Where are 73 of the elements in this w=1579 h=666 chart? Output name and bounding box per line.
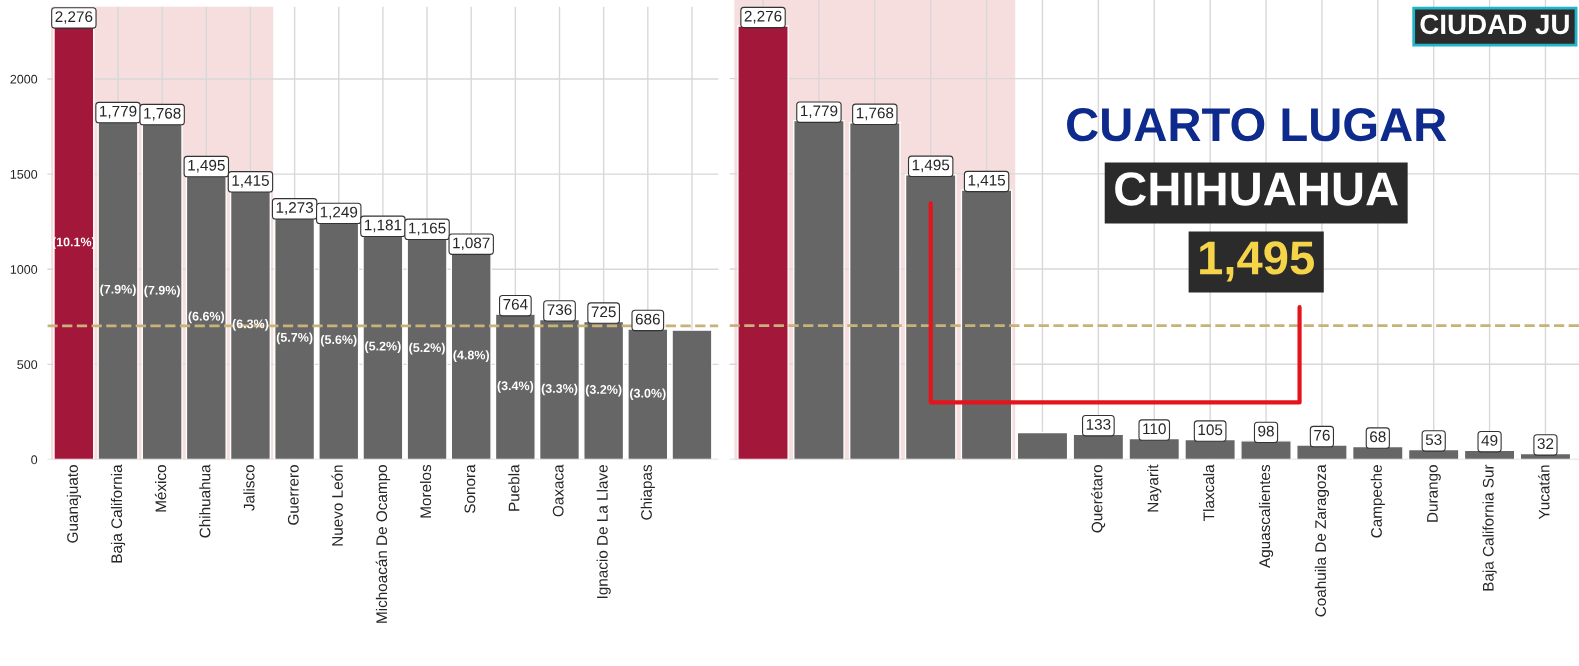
data-label: 736 [547,304,572,316]
data-label: 1,087 [453,237,490,251]
annotation: (6.6%) [188,311,225,324]
data-label: 1,415 [968,174,1006,188]
data-label: 1,273 [276,202,314,215]
x-tick-label: México [154,465,167,512]
data-label: 110 [1143,423,1166,435]
x-tick-label: Yucatán [1538,465,1550,520]
annotation: (3.0%) [630,388,666,401]
x-tick-label: Guerrero [287,465,299,525]
x-tick-label: Sonora [464,464,476,513]
y-tick-label: 0 [31,455,38,465]
x-tick-label: Guanajuato [66,465,81,543]
x-tick-label: Nuevo León [331,465,343,546]
data-label: 2,276 [55,11,93,24]
x-tick-label: Puebla [508,464,520,511]
annotation: CIUDAD JU [1420,14,1569,35]
data-label: 1,495 [188,159,225,173]
data-label: 98 [1258,425,1274,437]
data-label: 1,779 [100,105,137,119]
data-label: 1,779 [800,105,838,119]
x-tick-label: Coahuila De Zaragoza [1314,464,1330,617]
data-label: 1,768 [144,107,181,121]
x-tick-label: Aguascalientes [1258,464,1274,568]
x-tick-label: Chiapas [640,464,655,520]
y-tick-label: 1500 [10,169,38,179]
x-tick-label: Baja California Sur [1482,464,1497,591]
annotation: (5.6%) [320,334,357,347]
annotation: (7.9%) [144,285,180,298]
annotation: (6.3%) [232,319,269,331]
data-label: 725 [591,306,616,318]
x-tick-label: Baja California [110,464,126,563]
annotation: (3.4%) [497,381,534,393]
x-tick-label: Campeche [1370,465,1385,538]
data-label: 1,249 [320,206,358,220]
annotation: 1,495 [1200,241,1314,282]
annotation: (5.7%) [276,332,313,345]
data-label: 686 [635,313,660,325]
data-label: 32 [1537,438,1554,450]
y-tick-label: 1000 [10,265,38,274]
annotation: (4.8%) [453,350,489,362]
data-label: 105 [1198,424,1223,436]
annotation: (5.2%) [409,342,445,355]
x-tick-label: Ignacio De La Llave [596,465,611,599]
x-tick-label: Morelos [419,464,432,518]
x-tick-label: Michoacán De Ocampo [375,465,391,623]
data-label: 1,768 [856,107,894,121]
data-label: 53 [1425,434,1442,446]
annotation: CHIHUAHUA [1115,172,1398,206]
data-label: 1,165 [409,222,446,236]
x-tick-label: Durango [1427,465,1441,522]
y-tick-label: 2000 [10,74,38,84]
annotation: (3.3%) [541,383,578,396]
annotation: (7.9%) [100,284,136,297]
annotation: CUARTO LUGAR [1067,107,1447,142]
data-label: 1,181 [364,219,402,233]
x-tick-label: Nayarit [1147,464,1162,512]
data-label: 133 [1086,418,1111,430]
data-label: 68 [1370,431,1386,443]
data-label: 76 [1314,429,1330,441]
data-label: 1,495 [912,159,950,173]
x-tick-label: Tlaxcala [1203,464,1215,521]
x-tick-label: Querétaro [1091,465,1106,533]
data-label: 49 [1481,434,1498,446]
annotation: (3.2%) [585,384,622,397]
x-tick-label: Oaxaca [552,464,564,517]
y-tick-label: 500 [17,360,38,370]
annotation: (5.2%) [365,341,401,353]
data-label: 1,415 [232,175,269,188]
data-label: 2,276 [744,10,782,24]
x-tick-label: Chihuahua [199,464,211,538]
data-label: 764 [503,298,528,310]
x-tick-label: Jalisco [243,465,255,511]
